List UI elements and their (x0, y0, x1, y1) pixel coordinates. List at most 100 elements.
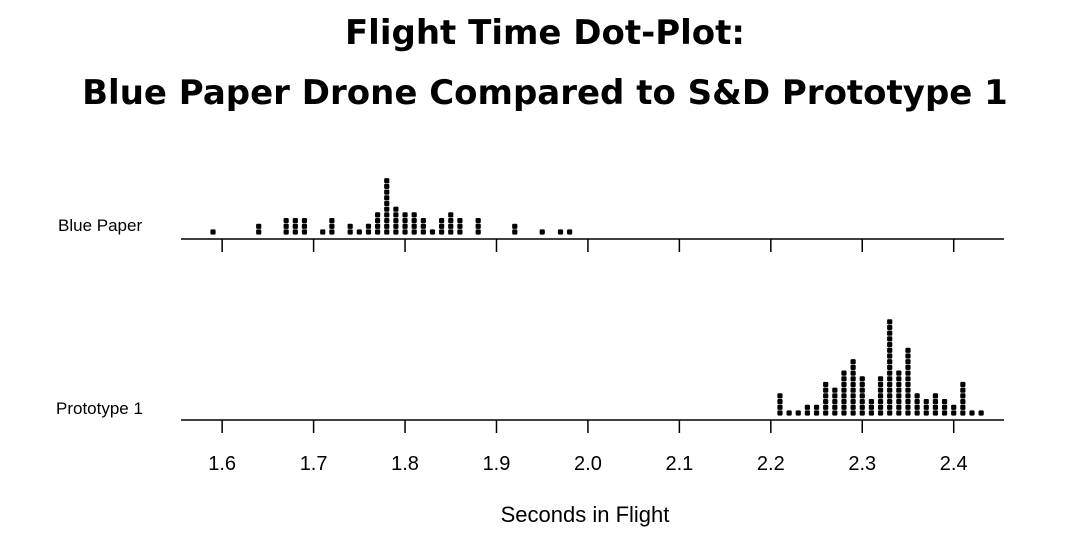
dot-prototype-1 (960, 404, 966, 410)
dot-blue-paper (210, 229, 216, 235)
dot-blue-paper (557, 229, 564, 235)
dot-prototype-1 (823, 387, 829, 393)
dot-blue-paper (384, 229, 390, 235)
dot-prototype-1 (887, 364, 893, 370)
dot-blue-paper (512, 223, 518, 229)
dot-prototype-1 (896, 399, 902, 405)
x-tick-label: 1.8 (391, 453, 419, 475)
dot-prototype-1 (932, 399, 939, 405)
dot-prototype-1 (905, 347, 911, 353)
dot-blue-paper (384, 183, 390, 189)
dot-blue-paper (283, 223, 289, 229)
dot-blue-paper (356, 229, 362, 235)
dot-blue-paper (347, 229, 353, 235)
dot-prototype-1 (832, 387, 838, 393)
dot-prototype-1 (786, 410, 792, 416)
dot-blue-paper (411, 212, 417, 218)
dot-blue-paper (384, 189, 390, 195)
dot-blue-paper (402, 223, 408, 229)
dot-blue-paper (402, 212, 408, 218)
dot-blue-paper (539, 229, 545, 235)
dot-blue-paper (439, 229, 445, 235)
dot-prototype-1 (887, 359, 893, 365)
dot-blue-paper (457, 223, 463, 229)
x-tick-label: 1.7 (300, 453, 328, 475)
dot-blue-paper (256, 229, 262, 235)
dot-prototype-1 (804, 404, 810, 410)
dot-prototype-1 (887, 336, 893, 342)
dot-blue-paper (365, 223, 372, 229)
dot-prototype-1 (841, 381, 847, 388)
x-tick-label: 2.0 (574, 453, 602, 475)
dot-prototype-1 (960, 410, 966, 416)
dot-prototype-1 (850, 399, 856, 405)
dot-blue-paper (457, 218, 463, 224)
dot-prototype-1 (841, 370, 847, 376)
dot-prototype-1 (777, 399, 783, 405)
dot-prototype-1 (777, 410, 783, 416)
dot-prototype-1 (887, 370, 893, 376)
dot-prototype-1 (887, 324, 893, 331)
dot-blue-paper (420, 229, 426, 235)
dot-blue-paper (384, 178, 390, 184)
dot-prototype-1 (896, 381, 902, 388)
dot-prototype-1 (923, 399, 929, 405)
dot-prototype-1 (850, 404, 856, 410)
dot-prototype-1 (978, 410, 984, 416)
dot-blue-paper (384, 206, 390, 212)
dot-prototype-1 (932, 404, 939, 410)
dot-prototype-1 (868, 404, 875, 410)
dot-blue-paper (292, 223, 298, 229)
dot-prototype-1 (795, 410, 801, 416)
dot-prototype-1 (887, 399, 893, 405)
dot-prototype-1 (832, 410, 838, 416)
dot-prototype-1 (850, 370, 856, 376)
chart-title-line-2: Blue Paper Drone Compared to S&D Prototy… (82, 73, 1008, 113)
dot-prototype-1 (932, 393, 939, 399)
dot-prototype-1 (850, 393, 856, 399)
dot-blue-paper (375, 223, 381, 229)
x-tick-label: 1.6 (208, 453, 236, 475)
dot-blue-paper (375, 212, 381, 218)
dot-prototype-1 (960, 381, 966, 388)
dot-blue-paper (329, 223, 335, 229)
dot-prototype-1 (859, 381, 865, 388)
dot-prototype-1 (877, 381, 884, 388)
dot-blue-paper (402, 229, 408, 235)
dot-prototype-1 (923, 410, 929, 416)
dot-prototype-1 (896, 393, 902, 399)
chart-title-line-1: Flight Time Dot-Plot: (344, 13, 746, 53)
dot-blue-paper (475, 229, 481, 235)
dot-prototype-1 (868, 410, 875, 416)
dot-prototype-1 (887, 387, 893, 393)
dot-prototype-1 (896, 370, 902, 376)
dot-blue-paper (411, 229, 417, 235)
dot-marks (210, 178, 984, 416)
dot-prototype-1 (877, 404, 884, 410)
dot-blue-paper (448, 218, 454, 224)
dot-blue-paper (420, 218, 426, 224)
dot-prototype-1 (859, 393, 865, 399)
dot-prototype-1 (905, 376, 911, 382)
dot-prototype-1 (905, 370, 911, 376)
dot-prototype-1 (841, 404, 847, 410)
dot-blue-paper (420, 223, 426, 229)
dot-prototype-1 (914, 393, 920, 399)
dot-prototype-1 (823, 381, 829, 388)
dot-blue-paper (411, 218, 417, 224)
x-tick-label: 2.4 (940, 453, 968, 475)
dot-prototype-1 (850, 359, 856, 365)
dot-prototype-1 (941, 410, 948, 416)
dot-blue-paper (402, 218, 408, 224)
dot-blue-paper (475, 218, 481, 224)
dot-prototype-1 (960, 393, 966, 399)
dot-blue-paper (365, 229, 372, 235)
x-axis-title: Seconds in Flight (501, 502, 670, 527)
dot-prototype-1 (813, 404, 820, 410)
dot-prototype-1 (896, 387, 902, 393)
dot-prototype-1 (823, 393, 829, 399)
dot-prototype-1 (896, 404, 902, 410)
dot-prototype-1 (832, 399, 838, 405)
dot-prototype-1 (850, 410, 856, 416)
x-tick-label: 1.9 (483, 453, 511, 475)
